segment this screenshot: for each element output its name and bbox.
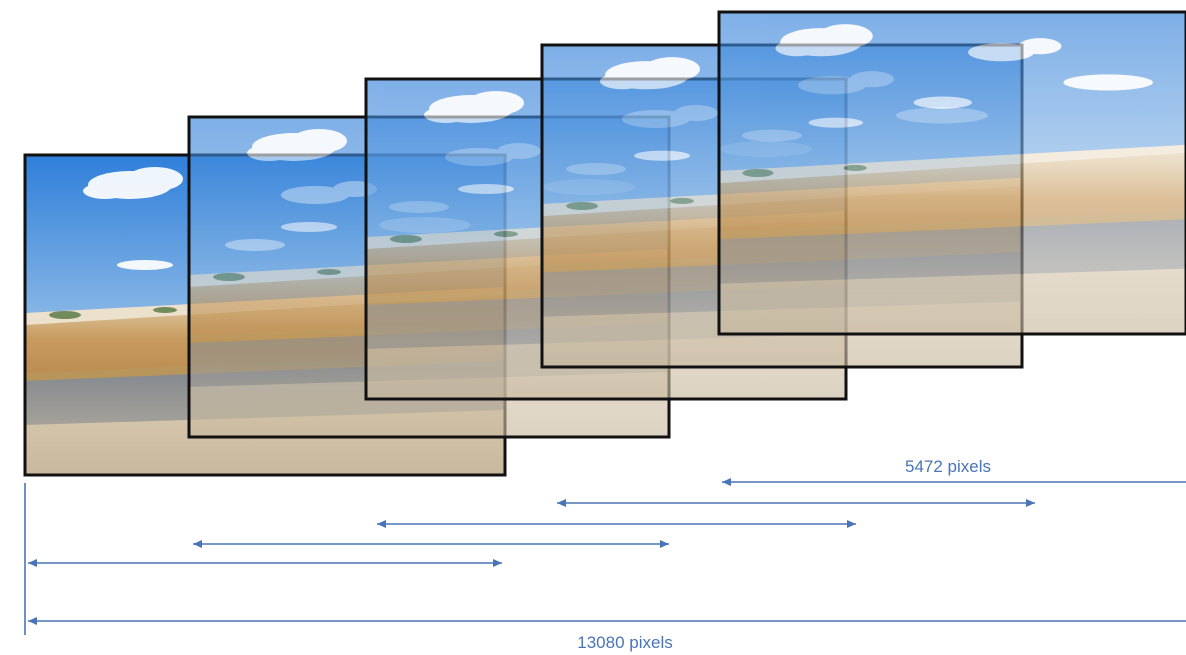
measure-layer: 5472 pixels 13080 pixels <box>24 457 1186 652</box>
arrowhead-left <box>193 540 202 548</box>
arrowhead-left <box>28 559 37 567</box>
frame-width-label: 5472 pixels <box>905 457 991 476</box>
arrowhead-left <box>722 478 731 486</box>
arrowhead-left <box>377 520 386 528</box>
frame-border <box>717 10 1186 336</box>
arrowhead-right <box>847 520 856 528</box>
photo-frame-5 <box>717 10 1186 336</box>
arrowhead-right <box>493 559 502 567</box>
arrowhead-right <box>1026 499 1035 507</box>
arrowhead-right <box>660 540 669 548</box>
arrowhead-left <box>557 499 566 507</box>
landscape-photo <box>719 12 1186 334</box>
total-width-label: 13080 pixels <box>577 633 672 652</box>
arrowhead-left <box>28 617 37 625</box>
frames-layer <box>23 10 1186 477</box>
